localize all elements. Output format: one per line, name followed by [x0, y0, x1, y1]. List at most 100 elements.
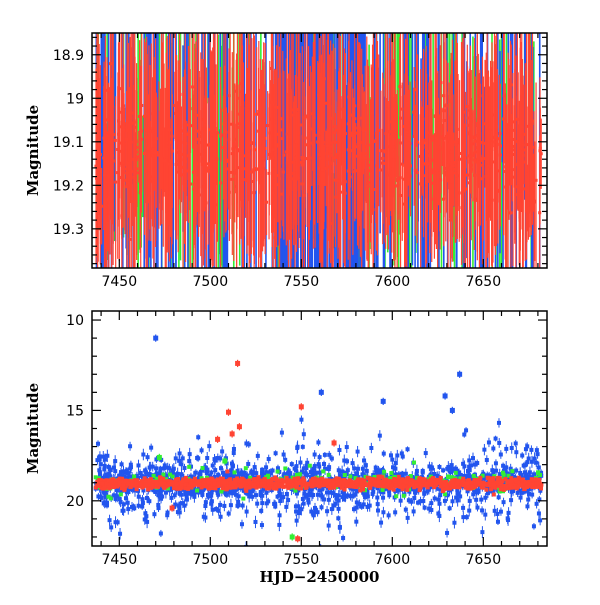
- red-point: [175, 163, 178, 166]
- red-point: [357, 145, 360, 148]
- blue-point: [137, 495, 141, 499]
- blue-point: [104, 473, 108, 477]
- red-point: [162, 127, 165, 130]
- x-tick-label: 7600: [374, 274, 410, 290]
- red-point: [499, 144, 502, 147]
- blue-point: [178, 451, 182, 455]
- blue-point: [298, 461, 302, 465]
- red-point: [187, 154, 190, 157]
- red-point: [198, 131, 201, 134]
- blue-point: [369, 446, 373, 450]
- blue-point: [480, 508, 484, 512]
- blue-point: [497, 421, 501, 425]
- blue-point: [458, 494, 462, 498]
- blue-point: [253, 465, 257, 469]
- blue-point: [313, 464, 317, 468]
- blue-point: [404, 508, 408, 512]
- blue-point: [323, 453, 327, 457]
- blue-point: [240, 522, 244, 526]
- blue-point: [461, 515, 465, 519]
- blue-point: [448, 506, 452, 510]
- blue-point: [520, 453, 524, 457]
- red-point: [307, 136, 310, 139]
- red-point: [387, 174, 390, 177]
- red-point: [415, 88, 418, 91]
- red-point: [242, 178, 245, 181]
- blue-point: [302, 502, 306, 506]
- blue-point: [337, 448, 341, 452]
- red-point: [326, 144, 329, 147]
- red-point: [516, 118, 519, 121]
- blue-point: [401, 455, 405, 459]
- red-point: [351, 149, 354, 152]
- blue-point: [141, 501, 145, 505]
- blue-point: [354, 520, 358, 524]
- red-point: [392, 146, 395, 149]
- blue-point: [255, 502, 259, 506]
- red-point: [419, 155, 422, 158]
- blue-point: [141, 453, 145, 457]
- red-point: [539, 147, 542, 150]
- blue-point: [310, 493, 314, 497]
- blue-point: [390, 458, 394, 462]
- blue-point: [429, 501, 433, 505]
- blue-point: [379, 521, 383, 525]
- blue-point: [182, 466, 186, 470]
- blue-point: [237, 503, 241, 507]
- red-point: [207, 144, 210, 147]
- blue-point: [502, 500, 506, 504]
- blue-point: [483, 513, 487, 517]
- red-point: [215, 178, 218, 181]
- red-point: [522, 154, 525, 157]
- red-point: [390, 135, 393, 138]
- plot-area-top: [95, 0, 543, 592]
- x-tick-label: 7450: [101, 274, 137, 290]
- blue-point: [409, 500, 413, 504]
- blue-point: [204, 500, 208, 504]
- blue-point: [122, 509, 126, 513]
- blue-point: [530, 493, 534, 497]
- blue-point: [165, 513, 169, 517]
- red-point: [442, 198, 445, 201]
- blue-point: [406, 516, 410, 520]
- blue-point: [313, 472, 317, 476]
- red-point: [133, 158, 136, 161]
- red-point: [456, 156, 459, 159]
- blue-point: [362, 502, 366, 506]
- blue-point: [345, 459, 349, 463]
- red-point: [292, 114, 295, 117]
- blue-point: [387, 513, 391, 517]
- blue-point: [105, 454, 109, 458]
- blue-point: [356, 450, 360, 454]
- blue-point: [335, 497, 339, 501]
- red-point: [473, 174, 476, 177]
- red-point: [479, 177, 482, 180]
- red-point: [124, 179, 127, 182]
- red-point: [477, 127, 480, 130]
- blue-point: [282, 453, 286, 457]
- blue-point: [422, 491, 426, 495]
- blue-point: [468, 499, 472, 503]
- blue-point: [118, 532, 122, 536]
- blue-point: [231, 464, 235, 468]
- blue-point: [147, 499, 151, 503]
- y-tick-label: 18.9: [53, 48, 84, 64]
- blue-point: [283, 458, 287, 462]
- blue-point: [510, 446, 514, 450]
- red-point: [446, 164, 449, 167]
- blue-point: [537, 465, 541, 469]
- red-point: [493, 136, 496, 139]
- blue-point: [528, 470, 532, 474]
- red-point: [281, 137, 284, 140]
- blue-point: [101, 455, 105, 459]
- blue-point: [381, 510, 385, 514]
- blue-point: [179, 462, 183, 466]
- red-point: [470, 168, 473, 171]
- blue-point: [338, 526, 342, 530]
- blue-point: [364, 463, 368, 467]
- red-point: [154, 141, 157, 144]
- red-point: [435, 137, 438, 140]
- blue-point: [341, 536, 345, 540]
- blue-point: [154, 466, 158, 470]
